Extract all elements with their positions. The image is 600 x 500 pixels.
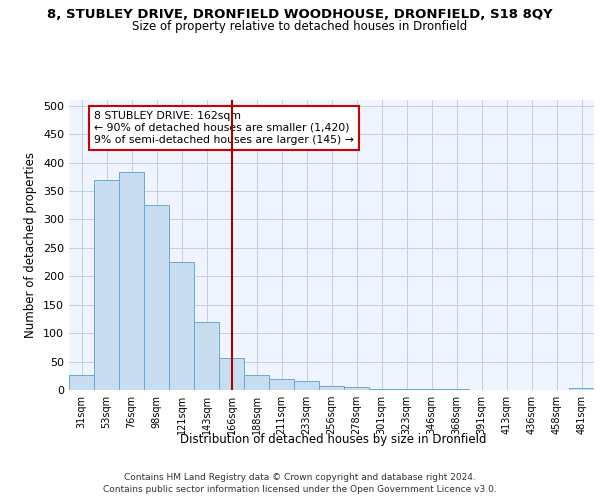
Text: Contains public sector information licensed under the Open Government Licence v3: Contains public sector information licen…	[103, 485, 497, 494]
Bar	[169, 262, 194, 390]
Bar	[94, 180, 119, 390]
Bar	[319, 386, 344, 390]
Bar	[119, 172, 144, 390]
Text: 8 STUBLEY DRIVE: 162sqm
← 90% of detached houses are smaller (1,420)
9% of semi-: 8 STUBLEY DRIVE: 162sqm ← 90% of detache…	[94, 112, 354, 144]
Y-axis label: Number of detached properties: Number of detached properties	[25, 152, 37, 338]
Text: Distribution of detached houses by size in Dronfield: Distribution of detached houses by size …	[180, 432, 486, 446]
Text: 8, STUBLEY DRIVE, DRONFIELD WOODHOUSE, DRONFIELD, S18 8QY: 8, STUBLEY DRIVE, DRONFIELD WOODHOUSE, D…	[47, 8, 553, 20]
Text: Size of property relative to detached houses in Dronfield: Size of property relative to detached ho…	[133, 20, 467, 33]
Bar	[344, 387, 369, 390]
Bar	[569, 388, 594, 390]
Bar	[69, 374, 94, 390]
Bar	[294, 382, 319, 390]
Bar	[219, 358, 244, 390]
Bar	[144, 205, 169, 390]
Text: Contains HM Land Registry data © Crown copyright and database right 2024.: Contains HM Land Registry data © Crown c…	[124, 472, 476, 482]
Bar	[269, 378, 294, 390]
Bar	[369, 389, 394, 390]
Bar	[244, 374, 269, 390]
Bar	[194, 322, 219, 390]
